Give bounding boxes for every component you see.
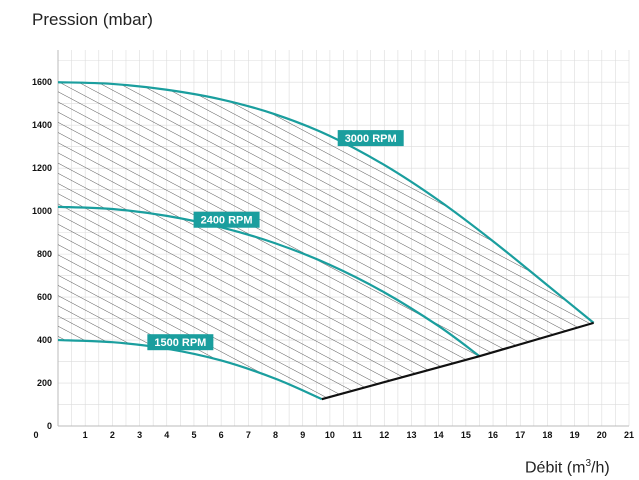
- operating-area: [58, 82, 594, 400]
- series-label-text: 2400 RPM: [201, 215, 253, 227]
- series-line-3000-rpm: [57, 81, 595, 324]
- series-label-box: [337, 130, 404, 147]
- x-tick-label: 13: [406, 430, 416, 440]
- y-tick-label: 1000: [32, 206, 52, 216]
- y-tick-label: 1600: [32, 77, 52, 87]
- y-tick-label: 0: [47, 421, 52, 431]
- x-tick-label: 1: [83, 430, 88, 440]
- x-tick-label: 20: [597, 430, 607, 440]
- x-tick-label: 19: [570, 430, 580, 440]
- x-tick-label: 10: [325, 430, 335, 440]
- series-label-text: 1500 RPM: [154, 337, 206, 349]
- series-line-limit: [321, 321, 594, 401]
- y-tick-label: 1200: [32, 163, 52, 173]
- x-tick-label: 0: [33, 430, 38, 440]
- x-tick-label: 8: [273, 430, 278, 440]
- y-tick-label: 200: [37, 378, 52, 388]
- y-tick-label: 600: [37, 292, 52, 302]
- x-tick-label: 12: [379, 430, 389, 440]
- x-tick-label: 4: [164, 430, 169, 440]
- series-line-1500-rpm: [57, 338, 323, 401]
- x-tick-label: 11: [352, 430, 362, 440]
- x-tick-label: 5: [191, 430, 196, 440]
- x-axis-label-text: Débit (m: [525, 459, 586, 477]
- y-tick-label: 400: [37, 335, 52, 345]
- x-tick-label: 21: [624, 430, 634, 440]
- x-tick-label: 17: [515, 430, 525, 440]
- x-tick-label: 16: [488, 430, 498, 440]
- series-label-text: 3000 RPM: [345, 133, 397, 145]
- series-label-box: [193, 211, 260, 228]
- x-tick-label: 7: [246, 430, 251, 440]
- x-tick-label: 9: [300, 430, 305, 440]
- x-axis-label-unit: /h): [591, 459, 610, 477]
- x-axis-label: Débit (m3/h): [525, 458, 610, 477]
- x-tick-label: 18: [542, 430, 552, 440]
- y-tick-label: 1400: [32, 120, 52, 130]
- x-tick-label: 2: [110, 430, 115, 440]
- series-label-box: [147, 334, 214, 351]
- x-axis-label-superscript: 3: [585, 458, 592, 469]
- series-line-2400-rpm: [57, 205, 481, 358]
- y-tick-label: 800: [37, 249, 52, 259]
- x-tick-label: 3: [137, 430, 142, 440]
- x-tick-label: 15: [461, 430, 471, 440]
- y-axis-label: Pression (mbar): [32, 10, 153, 29]
- x-tick-label: 6: [219, 430, 224, 440]
- x-tick-label: 14: [434, 430, 444, 440]
